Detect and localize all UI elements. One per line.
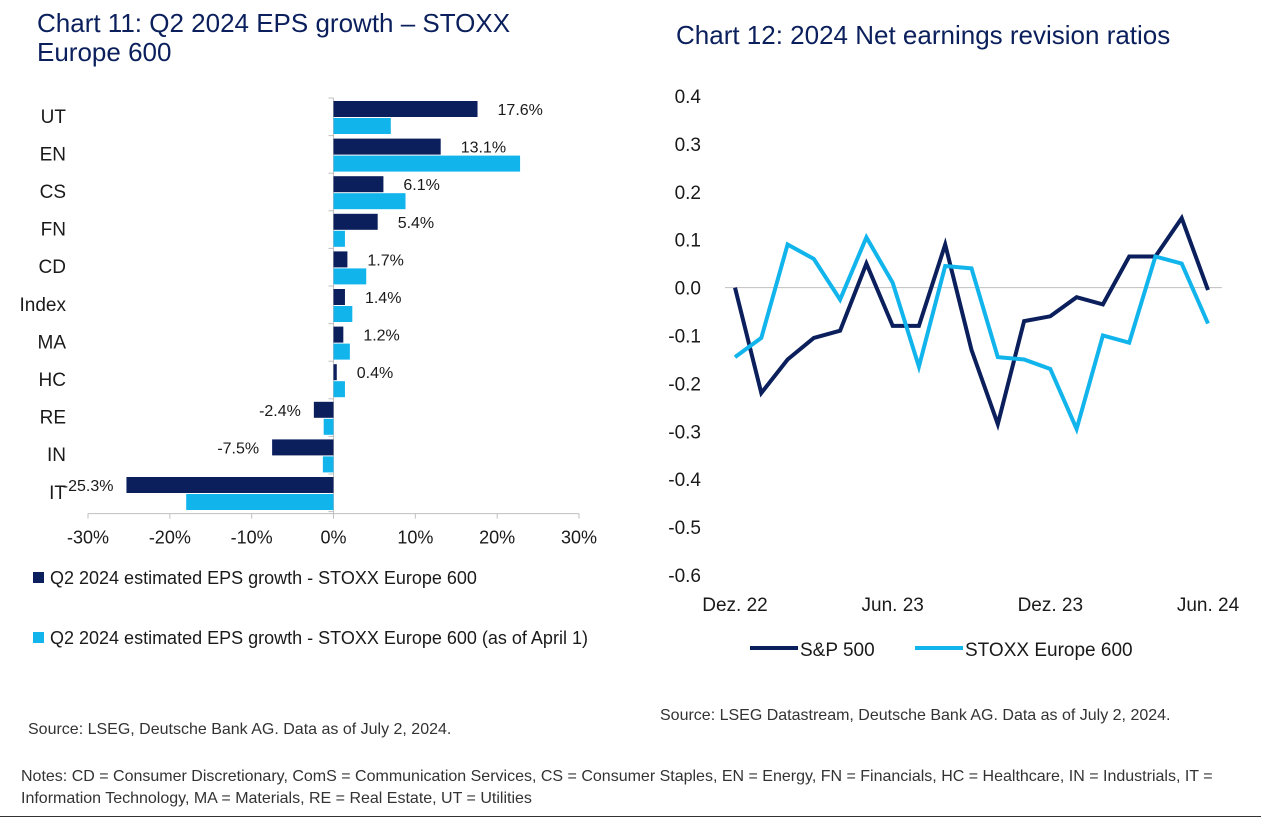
data-label: 1.7% bbox=[367, 252, 403, 269]
category-label: MA bbox=[38, 332, 67, 353]
bar-current bbox=[333, 176, 384, 193]
data-label: 13.1% bbox=[461, 140, 506, 157]
bar-april bbox=[323, 418, 334, 435]
chart11-source: Source: LSEG, Deutsche Bank AG. Data as … bbox=[28, 721, 452, 738]
notes: Notes: CD = Consumer Discretionary, ComS… bbox=[21, 768, 1213, 807]
legend-line bbox=[915, 646, 963, 650]
y-tick-label: -0.2 bbox=[668, 374, 701, 395]
y-tick-label: 0.2 bbox=[675, 183, 701, 204]
series-line-stoxx bbox=[733, 232, 1210, 435]
bar-current bbox=[333, 251, 348, 268]
chart11-title: Chart 11: Q2 2024 EPS growth – STOXX Eur… bbox=[37, 8, 511, 67]
y-tick-label: -0.4 bbox=[668, 470, 701, 491]
bottom-divider bbox=[0, 816, 1261, 817]
data-label: 6.1% bbox=[403, 177, 439, 194]
x-tick-label: 30% bbox=[561, 528, 597, 548]
x-tick-label: 10% bbox=[397, 528, 433, 548]
bar-current bbox=[333, 364, 337, 381]
category-label: CS bbox=[40, 182, 66, 203]
chart12-source: Source: LSEG Datastream, Deutsche Bank A… bbox=[660, 707, 1171, 724]
bar-april bbox=[333, 268, 367, 285]
category-label: IN bbox=[47, 445, 66, 466]
x-tick-label: 20% bbox=[479, 528, 515, 548]
data-label: -7.5% bbox=[217, 440, 259, 457]
y-tick-label: -0.6 bbox=[668, 566, 701, 587]
y-tick-label: -0.1 bbox=[668, 327, 701, 348]
x-tick-label: -10% bbox=[231, 528, 273, 548]
bar-april bbox=[333, 155, 521, 172]
legend-label: STOXX Europe 600 bbox=[965, 640, 1133, 661]
bar-current bbox=[126, 477, 334, 493]
category-label: FN bbox=[41, 220, 66, 241]
bar-april bbox=[333, 230, 345, 247]
x-tick-label: Jun. 24 bbox=[1177, 595, 1240, 616]
y-tick-label: -0.3 bbox=[668, 422, 701, 443]
bar-current bbox=[333, 213, 378, 230]
x-tick-label: Dez. 22 bbox=[702, 595, 767, 616]
chart12-plot: 0.40.30.20.10.0-0.1-0.2-0.3-0.4-0.5-0.6D… bbox=[668, 87, 1240, 616]
legend-line bbox=[750, 646, 798, 650]
data-label: 17.6% bbox=[498, 102, 543, 119]
y-tick-label: -0.5 bbox=[668, 518, 701, 539]
category-label: IT bbox=[49, 483, 66, 504]
chart12-title: Chart 12: 2024 Net earnings revision rat… bbox=[676, 20, 1171, 50]
x-tick-label: 0% bbox=[320, 528, 346, 548]
category-label: HC bbox=[39, 370, 66, 391]
category-label: UT bbox=[41, 107, 67, 128]
bar-current bbox=[333, 326, 344, 343]
bar-april bbox=[186, 494, 334, 510]
chart12-legend-item-sp500: S&P 500 bbox=[750, 639, 875, 663]
bar-april bbox=[322, 456, 334, 473]
data-label: -25.3% bbox=[63, 478, 114, 495]
bar-april bbox=[333, 381, 345, 398]
chart11-legend-item-april: Q2 2024 estimated EPS growth - STOXX Eur… bbox=[33, 626, 633, 650]
legend-swatch bbox=[33, 632, 44, 643]
data-label: 5.4% bbox=[398, 215, 434, 232]
legend-swatch bbox=[33, 572, 44, 583]
category-label: RE bbox=[40, 408, 66, 429]
series-line-sp500 bbox=[733, 213, 1210, 431]
legend-label: Q2 2024 estimated EPS growth - STOXX Eur… bbox=[50, 628, 588, 648]
data-label: -2.4% bbox=[259, 403, 301, 420]
data-label: 1.2% bbox=[363, 328, 399, 345]
category-label: EN bbox=[40, 144, 66, 165]
y-tick-label: 0.4 bbox=[675, 87, 702, 108]
x-tick-label: Jun. 23 bbox=[862, 595, 924, 616]
bar-current bbox=[333, 138, 441, 155]
x-tick-label: -20% bbox=[149, 528, 191, 548]
y-tick-label: 0.0 bbox=[675, 279, 701, 300]
x-tick-label: Dez. 23 bbox=[1018, 595, 1083, 616]
data-label: 0.4% bbox=[357, 365, 393, 382]
y-tick-label: 0.1 bbox=[675, 231, 701, 252]
bar-april bbox=[333, 343, 350, 360]
bar-current bbox=[333, 101, 478, 117]
bar-current bbox=[333, 289, 345, 305]
y-tick-label: 0.3 bbox=[675, 135, 701, 156]
chart11-plot: -30% -20% -10% 0% 10% 20% 30% UT 17.6% EN 13.1% CS 6… bbox=[20, 97, 597, 548]
bar-april bbox=[333, 118, 391, 134]
chart12-legend-item-stoxx: STOXX Europe 600 bbox=[915, 639, 1133, 663]
bar-april bbox=[333, 193, 406, 210]
chart11-legend-item-current: Q2 2024 estimated EPS growth - STOXX Eur… bbox=[33, 566, 477, 590]
legend-label: Q2 2024 estimated EPS growth - STOXX Eur… bbox=[50, 568, 477, 588]
bar-april bbox=[333, 306, 353, 322]
category-label: CD bbox=[39, 257, 66, 278]
legend-label: S&P 500 bbox=[800, 640, 875, 661]
data-label: 1.4% bbox=[365, 290, 401, 307]
bar-current bbox=[313, 401, 334, 418]
category-label: Index bbox=[20, 295, 67, 316]
x-tick-label: -30% bbox=[67, 528, 109, 548]
bar-current bbox=[272, 439, 334, 456]
